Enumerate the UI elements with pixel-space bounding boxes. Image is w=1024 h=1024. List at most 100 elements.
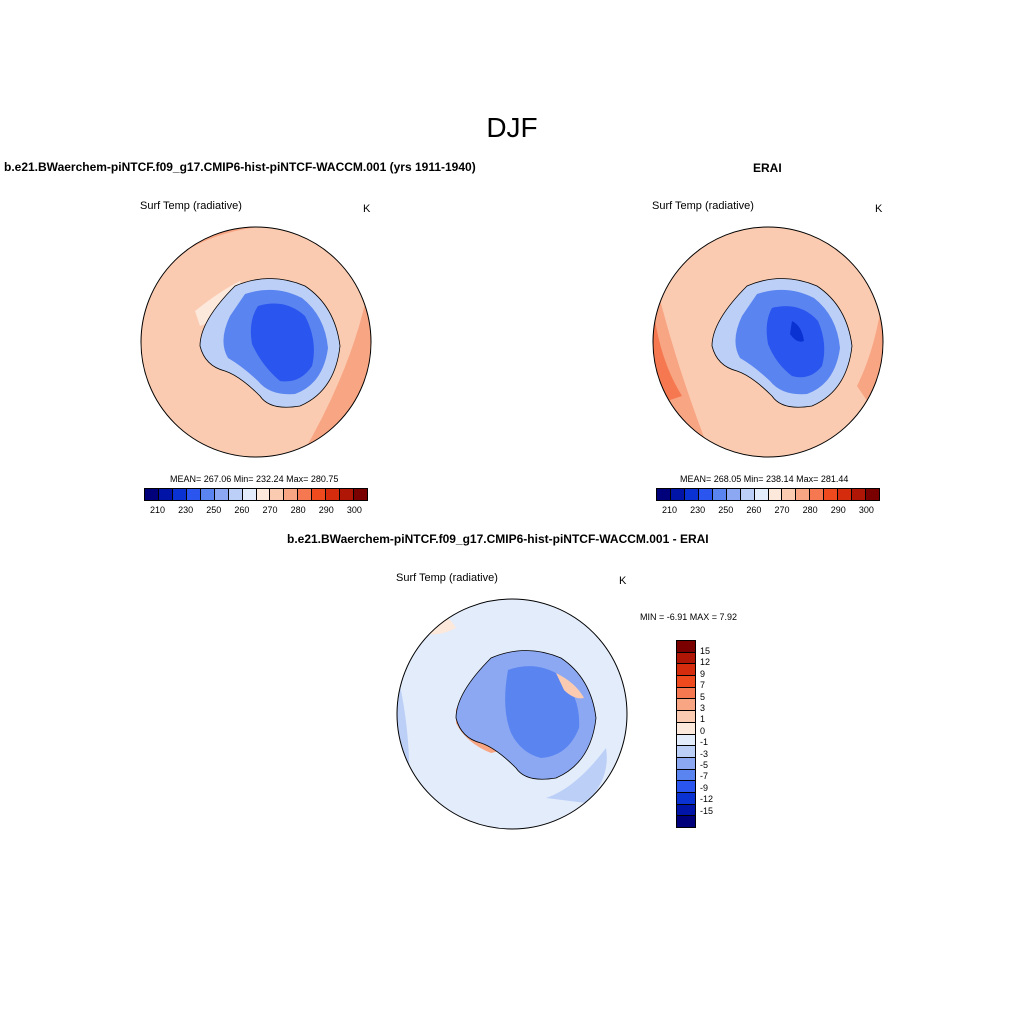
obs-colorbar-labels: 210 230 250 260 270 280 290 300 [662, 505, 874, 515]
model-interior-coldest [250, 303, 314, 382]
model-colorbar-swatch [340, 489, 355, 500]
diff-colorbar-tick-label: 12 [700, 657, 711, 668]
obs-stats: MEAN= 268.05 Min= 238.14 Max= 281.44 [680, 474, 849, 484]
obs-interior-minimum [790, 321, 804, 342]
model-colorbar-swatch [172, 489, 187, 500]
model-colorbar-swatch [214, 489, 229, 500]
obs-colorbar-tick-label: 280 [802, 505, 818, 515]
diff-colorbar-swatch [677, 792, 695, 805]
diff-colorbar-tick-label: 5 [700, 691, 706, 702]
figure-title: DJF [486, 112, 538, 143]
model-colorbar-labels: 210 230 250 260 270 280 290 300 [150, 505, 362, 515]
diff-colorbar-swatch [677, 664, 695, 677]
model-colorbar-tick-label: 230 [178, 505, 194, 515]
model-colorbar-swatch [312, 489, 327, 500]
diff-colorbar-swatch [677, 757, 695, 770]
model-colorbar-swatch [354, 489, 367, 500]
model-colorbar-swatch [242, 489, 257, 500]
diff-colorbar-swatch [677, 781, 695, 793]
model-colorbar-tick-label: 300 [346, 505, 362, 515]
diff-colorbar-tick-label: -3 [700, 748, 709, 759]
obs-colorbar-tick-label: 300 [858, 505, 874, 515]
obs-colorbar-tick-label: 230 [690, 505, 706, 515]
model-colorbar-swatch [270, 489, 285, 500]
diff-colorbar-tick-label: -12 [700, 794, 714, 805]
obs-colorbar-tick-label: 260 [746, 505, 762, 515]
obs-colorbar-swatch [866, 489, 879, 500]
diff-colorbar-swatch [677, 816, 695, 827]
model-colorbar-tick-label: 260 [234, 505, 250, 515]
diff-colorbar-swatch [677, 804, 695, 817]
diff-stats: MIN = -6.91 MAX = 7.92 [640, 612, 738, 622]
obs-colorbar-swatch [838, 489, 853, 500]
obs-colorbar [656, 488, 880, 501]
model-colorbar-swatch [256, 489, 271, 500]
model-colorbar-swatch [145, 489, 159, 500]
diff-colorbar-tick-label: -9 [700, 782, 709, 793]
diff-colorbar-swatch [677, 769, 695, 782]
model-colorbar-tick-label: 210 [150, 505, 166, 515]
diff-colorbar-tick-label: -5 [700, 760, 709, 771]
diff-variable-label: Surf Temp (radiative) [396, 572, 498, 584]
diff-positive-coast-ne [556, 673, 584, 699]
obs-colorbar-swatch [796, 489, 811, 500]
diff-colorbar-swatch [677, 734, 695, 747]
diff-colorbar-swatch [677, 711, 695, 723]
obs-colorbar-swatch [810, 489, 825, 500]
model-colorbar-swatch [200, 489, 215, 500]
diff-panel-title: b.e21.BWaerchem-piNTCF.f09_g17.CMIP6-his… [287, 532, 709, 546]
diff-colorbar-tick-label: -7 [700, 771, 709, 782]
diff-colorbar-tick-label: 3 [700, 703, 706, 714]
obs-colorbar-swatch [754, 489, 769, 500]
diff-colorbar-swatch [677, 699, 695, 712]
diff-colorbar-labels: 15 12 9 7 5 3 1 0 -1 -3 -5 -7 -9 -12 -15 [700, 646, 713, 817]
obs-colorbar-swatch [852, 489, 867, 500]
diff-colorbar-swatch [677, 652, 695, 665]
obs-colorbar-swatch [712, 489, 727, 500]
obs-colorbar-swatch [698, 489, 713, 500]
diff-colorbar [676, 640, 696, 828]
obs-colorbar-tick-label: 290 [830, 505, 846, 515]
obs-colorbar-swatch [726, 489, 741, 500]
model-panel-title: b.e21.BWaerchem-piNTCF.f09_g17.CMIP6-his… [4, 160, 476, 174]
model-colorbar-tick-label: 250 [206, 505, 222, 515]
model-map-boundary [140, 226, 372, 458]
model-colorbar-swatch [298, 489, 313, 500]
model-stats: MEAN= 267.06 Min= 232.24 Max= 280.75 [170, 474, 339, 484]
obs-colorbar-swatch [684, 489, 699, 500]
model-colorbar-swatch [326, 489, 341, 500]
obs-units-label: K [875, 203, 883, 215]
model-colorbar-tick-label: 270 [262, 505, 278, 515]
model-polar-map [140, 226, 372, 458]
model-colorbar-tick-label: 290 [318, 505, 334, 515]
diff-colorbar-tick-label: -15 [700, 805, 714, 816]
model-colorbar-swatch [228, 489, 243, 500]
model-colorbar [144, 488, 368, 501]
obs-polar-map [652, 226, 884, 458]
obs-colorbar-swatch [670, 489, 685, 500]
diff-colorbar-swatch [677, 722, 695, 735]
diff-colorbar-swatch [677, 641, 695, 653]
diff-colorbar-tick-label: 0 [700, 725, 706, 736]
diff-colorbar-tick-label: -1 [700, 737, 709, 748]
diff-polar-map [396, 598, 628, 830]
diff-colorbar-swatch [677, 676, 695, 688]
model-colorbar-swatch [186, 489, 201, 500]
model-colorbar-swatch [158, 489, 173, 500]
diff-units-label: K [619, 575, 627, 587]
diff-colorbar-swatch [677, 746, 695, 758]
obs-interior-coldest [766, 306, 825, 378]
obs-colorbar-swatch [768, 489, 783, 500]
obs-colorbar-swatch [782, 489, 797, 500]
model-colorbar-swatch [284, 489, 299, 500]
obs-variable-label: Surf Temp (radiative) [652, 200, 754, 212]
obs-map-boundary [652, 226, 884, 458]
diff-colorbar-tick-label: 9 [700, 668, 706, 679]
obs-warmest-band-w [653, 296, 682, 406]
model-units-label: K [363, 203, 371, 215]
diff-colorbar-tick-label: 15 [700, 646, 711, 656]
diff-colorbar-tick-label: 7 [700, 680, 706, 691]
obs-colorbar-tick-label: 270 [774, 505, 790, 515]
obs-colorbar-tick-label: 250 [718, 505, 734, 515]
diff-interior-negative [505, 666, 580, 758]
